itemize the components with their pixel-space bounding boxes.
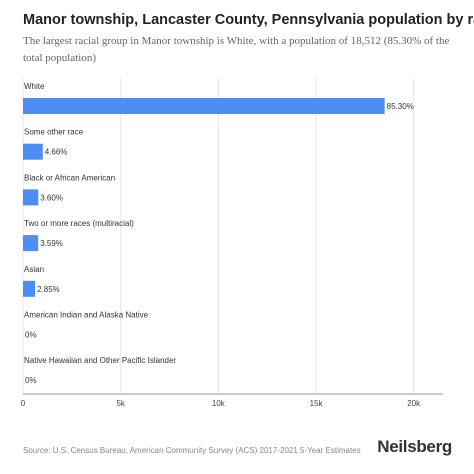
value-label-1: 4.66% [45,148,68,157]
value-label-4: 2.85% [37,285,60,294]
value-label-5: 0% [25,331,37,340]
value-label-0: 85.30% [387,102,414,111]
x-tick-label-2: 10k [212,399,226,408]
category-label-2: Black or African American [24,173,115,182]
category-label-5: American Indian and Alaska Native [24,311,149,320]
brand-logo: Neilsberg [377,437,452,456]
chart-title: Manor township, Lancaster County, Pennsy… [23,12,474,28]
source-note: Source: U.S. Census Bureau, American Com… [23,446,361,455]
x-tick-label-0: 0 [21,399,26,408]
category-label-6: Native Hawaiian and Other Pacific Island… [24,356,176,365]
value-label-3: 3.59% [40,239,63,248]
bar-4 [23,280,36,297]
value-label-2: 3.60% [40,193,63,202]
x-tick-label-3: 15k [310,399,324,408]
value-label-6: 0% [25,376,37,385]
bar-0 [23,98,385,114]
bar-1 [23,143,43,160]
x-tick-label-1: 5k [116,399,125,408]
category-label-4: Asian [24,265,44,274]
bar-2 [23,189,39,206]
chart-subtitle: The largest racial group in Manor townsh… [23,35,450,64]
category-label-1: Some other race [24,128,84,137]
category-label-3: Two or more races (multiracial) [24,219,134,228]
bar-3 [23,235,39,252]
x-tick-label-4: 20k [407,399,421,408]
category-label-0: White [24,82,45,91]
